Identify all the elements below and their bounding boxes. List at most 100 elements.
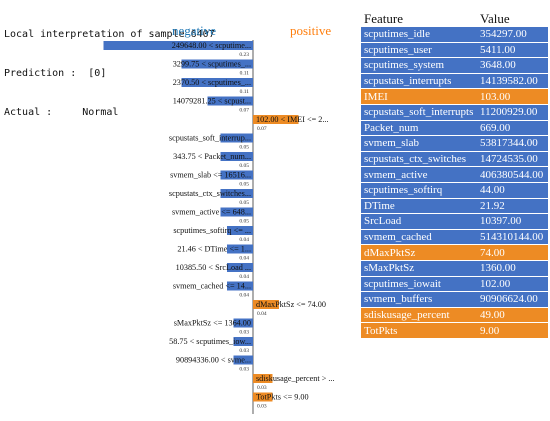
column-header-feature: Feature [361,10,477,27]
bar-label: sMaxPktSz <= 1364.00 [174,319,251,328]
value-cell: 669.00 [477,120,548,137]
feature-cell: DTime [361,198,477,215]
bar-value-label: 0.05 [239,182,249,188]
value-cell: 14724535.00 [477,151,548,168]
table-row: svmem_slab 53817344.00 [361,135,548,152]
value-cell: 10397.00 [477,213,548,230]
bar-label: 3299.75 < scputimes_... [173,60,251,69]
bar-value-label: 0.04 [239,274,249,280]
bar [207,96,253,106]
feature-cell: svmem_buffers [361,291,477,308]
table-row: scputimes_softirq 44.00 [361,182,548,199]
feature-cell: svmem_active [361,166,477,183]
value-cell: 44.00 [477,182,548,199]
sample-title: Local interpretation of sample 6407 [4,29,215,40]
positive-class-label: positive [290,23,331,38]
bar [220,152,253,161]
feature-cell: scputimes_iowait [361,276,477,293]
bar [220,170,253,180]
value-cell: 14139582.00 [477,73,548,90]
bar [181,59,253,69]
table-row: sMaxPktSz 1360.00 [361,260,548,277]
table-row: IMEI 103.00 [361,88,548,105]
bar-label: 2370.50 < scputimes_... [173,78,251,87]
prediction-header: Local interpretation of sample 6407 Pred… [4,2,215,132]
value-cell: 514310144.00 [477,229,548,246]
bar-label: svmem_slab <= 16516... [170,171,251,180]
bar-label: 21.46 < DTime <= 1... [177,245,251,254]
table-row: Packet_num 669.00 [361,120,548,137]
value-cell: 74.00 [477,244,548,261]
bars-layer: 249648.00 < scputime... 0.23 3299.75 < scp… [103,41,335,410]
negative-class-label: negative [172,23,216,38]
bar-value-label: 0.03 [239,348,249,354]
bar-value-label: 0.04 [239,237,249,243]
lime-bar-chart: negative positive 249648.00 < scputime..… [103,23,335,414]
feature-cell: svmem_cached [361,229,477,246]
feature-cell: IMEI [361,88,477,105]
bar-value-label: 0.11 [240,71,250,77]
bar-value-label: 0.03 [239,367,249,373]
value-cell: 11200929.00 [477,104,548,121]
bar-value-label: 0.04 [257,311,267,317]
feature-cell: svmem_slab [361,135,477,152]
bar-value-label: 0.03 [257,385,267,391]
bar-label: 58.75 < scputimes_iow... [169,337,251,346]
prediction-line: Prediction : [0] [4,68,107,79]
feature-cell: scpustats_ctx_switches [361,151,477,168]
table-row: TotPkts 9.00 [361,322,548,339]
feature-cell: Packet_num [361,120,477,137]
bar-label: 90894336.00 < svme... [176,356,251,365]
bar-label: 343.75 < Packet_num... [173,152,251,161]
bar-value-label: 0.05 [239,145,249,151]
table-row: SrcLoad 10397.00 [361,213,548,230]
value-cell: 5411.00 [477,42,548,59]
feature-cell: dMaxPktSz [361,244,477,261]
bar [220,133,253,143]
value-cell: 102.00 [477,276,548,293]
value-cell: 406380544.00 [477,166,548,183]
column-header-value: Value [477,10,548,27]
bar-label: scpustats_soft_interrup... [169,134,251,143]
bar [220,189,253,198]
bar [253,300,279,309]
feature-cell: scpustats_soft_interrupts [361,104,477,121]
bar-label: svmem_active <= 648... [172,208,251,217]
feature-value-table: Feature Value scputimes_idle 354297.00 scp… [361,10,548,339]
feature-cell: scputimes_system [361,57,477,74]
table-row: svmem_active 406380544.00 [361,166,548,183]
table-row: scpustats_ctx_switches 14724535.00 [361,151,548,168]
value-cell: 1360.00 [477,260,548,277]
bar-value-label: 0.07 [239,108,249,114]
bar-value-label: 0.05 [239,219,249,225]
value-cell: 90906624.00 [477,291,548,308]
table-row: scpustats_interrupts 14139582.00 [361,73,548,90]
table-row: scputimes_user 5411.00 [361,42,548,59]
feature-cell: sdiskusage_percent [361,307,477,324]
bar-value-label: 0.04 [239,256,249,262]
bar [227,226,253,235]
feature-cell: scputimes_softirq [361,182,477,199]
bar [253,115,299,124]
bar [220,207,253,217]
table-row: svmem_buffers 90906624.00 [361,291,548,308]
bar-label: scpustats_ctx_switches... [169,189,251,198]
bar [253,392,273,402]
feature-cell: scputimes_idle [361,27,477,43]
bar-value-label: 0.23 [239,52,249,58]
value-cell: 3648.00 [477,57,548,74]
value-cell: 9.00 [477,322,548,339]
bar [253,374,273,383]
bar [233,337,253,346]
value-cell: 53817344.00 [477,135,548,152]
bar [233,318,253,328]
table-row: dMaxPktSz 74.00 [361,244,548,261]
actual-line: Actual : Normal [4,107,119,118]
bar-value-label: 0.03 [257,404,267,410]
bar-label: scputimes_softirq <= ... [173,226,251,235]
bar-label: TotPkts <= 9.00 [256,393,309,402]
bar [227,244,253,254]
table-row: scpustats_soft_interrupts 11200929.00 [361,104,548,121]
bar-label: 102.00 < IMEI <= 2... [256,115,329,124]
bar [227,263,253,272]
